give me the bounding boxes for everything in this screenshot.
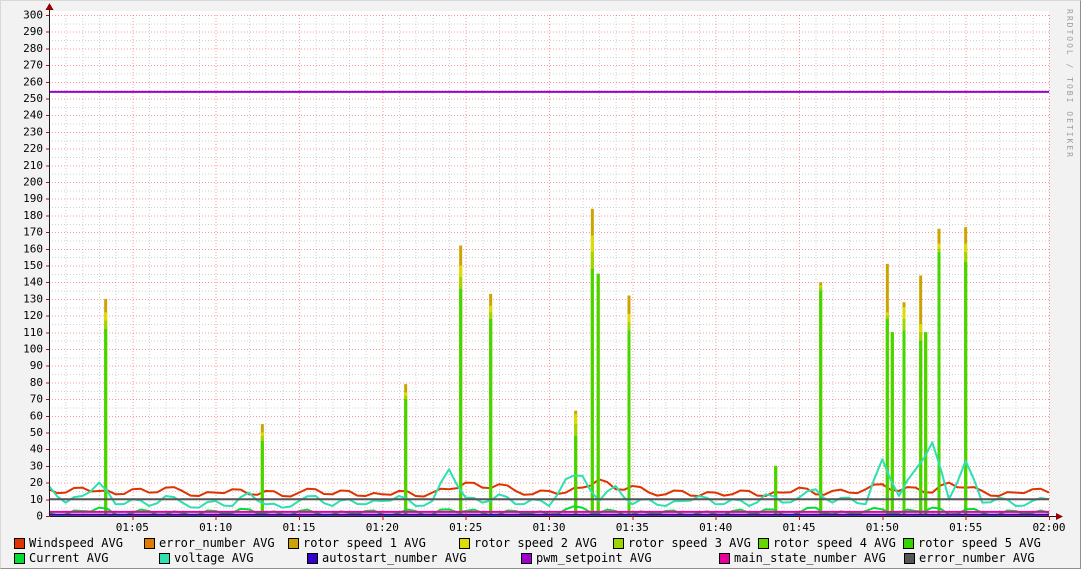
y-tick-label: 10 — [30, 493, 43, 506]
x-tick-label: 01:15 — [282, 521, 315, 534]
y-tick-label: 220 — [23, 142, 43, 155]
series-rotor-speeds-1-5-avg — [104, 208, 968, 516]
y-tick-label: 210 — [23, 159, 43, 172]
x-tick-label: 01:20 — [366, 521, 399, 534]
watermark: RRDTOOL / TOBI OETIKER — [1065, 9, 1074, 159]
series-voltage-avg — [48, 441, 1050, 509]
y-tick-label: 200 — [23, 176, 43, 189]
y-tick-label: 130 — [23, 292, 43, 305]
x-tick-label: 01:40 — [699, 521, 732, 534]
y-tick-label: 230 — [23, 125, 43, 138]
x-tick-label: 01:55 — [949, 521, 982, 534]
x-axis-arrow-icon — [1056, 513, 1063, 520]
x-tick-label: 02:00 — [1032, 521, 1065, 534]
y-tick-label: 50 — [30, 426, 43, 439]
x-tick-label: 01:45 — [782, 521, 815, 534]
series-windspeed-avg — [48, 478, 1050, 498]
y-tick-label: 40 — [30, 443, 43, 456]
x-tick-label: 01:25 — [449, 521, 482, 534]
y-tick-label: 290 — [23, 25, 43, 38]
y-tick-label: 260 — [23, 75, 43, 88]
y-tick-label: 280 — [23, 42, 43, 55]
y-tick-label: 150 — [23, 259, 43, 272]
y-tick-label: 170 — [23, 226, 43, 239]
x-tick-label: 01:30 — [532, 521, 565, 534]
plot-area — [49, 11, 1049, 516]
axes — [45, 3, 1063, 520]
y-tick-label: 80 — [30, 376, 43, 389]
y-axis-arrow-icon — [45, 3, 54, 10]
y-tick-label: 270 — [23, 59, 43, 72]
y-tick-label: 120 — [23, 309, 43, 322]
y-tick-label: 0 — [36, 510, 43, 523]
y-tick-label: 30 — [30, 459, 43, 472]
y-tick-label: 240 — [23, 109, 43, 122]
y-tick-label: 100 — [23, 343, 43, 356]
y-tick-label: 300 — [23, 9, 43, 22]
x-tick-label: 01:10 — [199, 521, 232, 534]
y-tick-label: 20 — [30, 476, 43, 489]
x-tick-label: 01:35 — [616, 521, 649, 534]
x-tick-label: 01:05 — [116, 521, 149, 534]
y-tick-label: 110 — [23, 326, 43, 339]
y-tick-label: 160 — [23, 242, 43, 255]
y-tick-label: 180 — [23, 209, 43, 222]
y-tick-label: 90 — [30, 359, 43, 372]
axis-labels: 0 10 20 30 40 50 60 70 80 90 100 110 120 130 140 150 160… — [23, 9, 1065, 535]
y-tick-label: 250 — [23, 92, 43, 105]
y-tick-label: 140 — [23, 276, 43, 289]
y-tick-label: 70 — [30, 393, 43, 406]
y-tick-label: 60 — [30, 409, 43, 422]
x-tick-label: 01:50 — [866, 521, 899, 534]
grid — [49, 15, 1050, 516]
y-tick-label: 190 — [23, 192, 43, 205]
